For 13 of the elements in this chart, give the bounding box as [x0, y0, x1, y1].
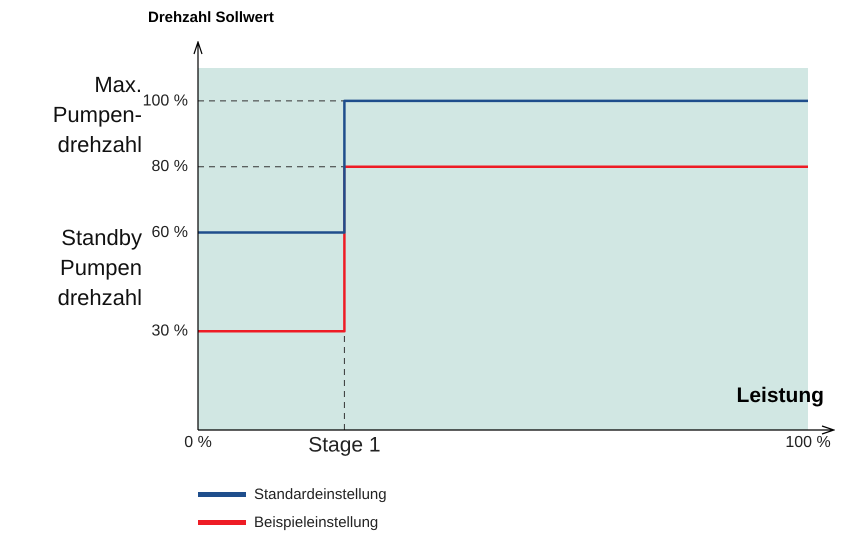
x-tick-label: Stage 1: [308, 433, 381, 456]
x-tick-label: 100 %: [785, 434, 831, 452]
y-axis-title: Drehzahl Sollwert: [148, 9, 274, 26]
y-tick-label: 30 %: [152, 322, 188, 340]
text: Max. Pumpen- drehzahl: [52, 71, 142, 159]
legend-label: Beispieleinstellung: [254, 514, 378, 530]
x-tick-label: 0 %: [184, 434, 212, 452]
text: Standby Pumpen drehzahl: [56, 224, 142, 312]
x-axis-title: Leistung: [736, 384, 824, 407]
y-tick-label: 60 %: [152, 224, 188, 241]
y-tick-label: 100 %: [142, 92, 188, 110]
y-tick-label: 80 %: [152, 158, 188, 176]
legend-label: Standardeinstellung: [254, 486, 387, 502]
